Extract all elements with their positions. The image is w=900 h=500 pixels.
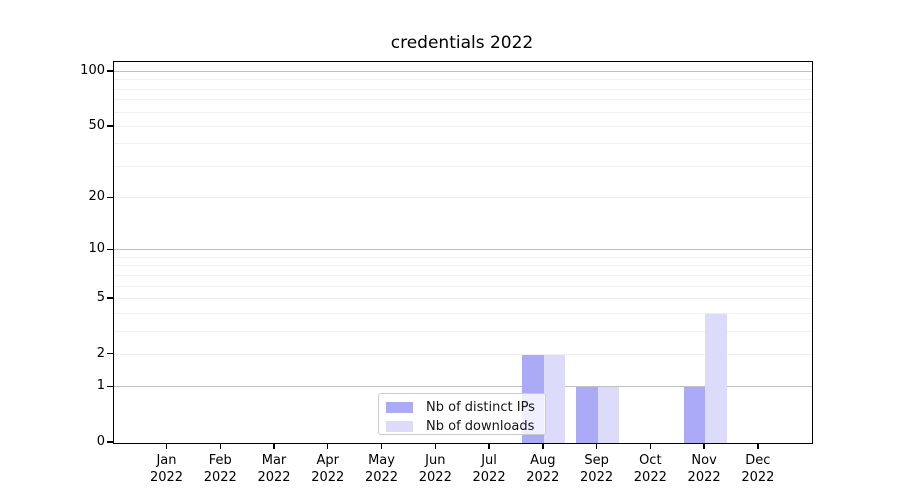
x-tick-label: Jan 2022 [149, 453, 184, 485]
y-tick-mark [107, 352, 113, 355]
y-tick-mark [107, 297, 113, 299]
y-tick-label: 2 [96, 345, 105, 361]
y-tick-mark [107, 248, 113, 250]
x-tick-label: Jul 2022 [472, 453, 506, 485]
gridline-minor [114, 297, 812, 299]
x-tick-mark [542, 443, 544, 449]
gridline-major [114, 71, 812, 72]
x-tick-label: Dec 2022 [741, 453, 775, 485]
gridline-minor [114, 88, 812, 90]
gridline-minor [114, 143, 812, 145]
gridline-minor [114, 111, 812, 113]
y-tick-mark [107, 125, 113, 127]
y-tick-mark [107, 196, 113, 198]
gridline-minor [114, 265, 812, 267]
y-tick-mark [107, 441, 113, 443]
x-tick-label: Nov 2022 [687, 453, 721, 485]
x-tick-label: Aug 2022 [526, 453, 560, 485]
x-tick-mark [488, 443, 490, 449]
gridline-minor [114, 165, 812, 167]
y-tick-label: 10 [88, 241, 105, 257]
bar-distinct-ips [683, 387, 706, 443]
chart-title: credentials 2022 [390, 33, 534, 53]
x-tick-mark [219, 443, 221, 449]
legend-item-downloads: Nb of downloads [386, 417, 545, 436]
legend-item-distinct-ips: Nb of distinct IPs [386, 398, 545, 417]
gridline-minor [114, 312, 812, 314]
x-tick-mark [165, 443, 168, 449]
x-tick-mark [703, 443, 705, 449]
x-tick-label: Mar 2022 [257, 453, 291, 485]
x-tick-label: Jun 2022 [418, 453, 452, 485]
y-tick-label: 100 [80, 63, 105, 78]
gridline-minor [114, 79, 812, 81]
y-tick-label: 50 [88, 117, 105, 133]
gridline-major [114, 386, 812, 388]
legend-label: Nb of downloads [426, 419, 535, 434]
y-tick-label: 20 [88, 189, 105, 205]
y-tick-label: 0 [96, 434, 105, 449]
y-tick-label: 1 [96, 378, 105, 394]
x-tick-label: May 2022 [364, 453, 399, 485]
bar-downloads [543, 354, 566, 443]
x-tick-mark [757, 443, 759, 449]
gridline-minor [114, 99, 812, 101]
bar-distinct-ips [576, 387, 598, 443]
x-tick-label: Sep 2022 [580, 453, 614, 485]
x-tick-mark [434, 443, 436, 449]
y-tick-mark [107, 70, 113, 72]
x-tick-label: Oct 2022 [633, 453, 667, 485]
y-tick-mark [107, 385, 113, 387]
gridline-minor [114, 285, 812, 287]
gridline-minor [114, 256, 812, 258]
bar-downloads [705, 313, 727, 443]
plot-area [113, 61, 813, 444]
legend-label: Nb of distinct IPs [426, 400, 535, 415]
gridline-minor [114, 125, 812, 127]
gridline-major [114, 249, 812, 251]
x-tick-mark [273, 443, 275, 449]
x-tick-label: Feb 2022 [203, 453, 237, 485]
x-tick-mark [380, 443, 383, 449]
x-tick-label: Apr 2022 [311, 453, 345, 485]
x-tick-mark [595, 443, 598, 449]
legend: Nb of distinct IPs Nb of downloads [378, 393, 546, 435]
y-tick-label: 5 [96, 289, 105, 305]
legend-swatch-downloads [386, 421, 413, 432]
bar-downloads [597, 387, 620, 443]
gridline-minor [114, 353, 812, 355]
gridline-minor [114, 330, 812, 332]
legend-swatch-distinct-ips [386, 402, 413, 413]
x-tick-mark [327, 443, 329, 449]
x-tick-mark [649, 443, 652, 449]
gridline-minor [114, 197, 812, 199]
gridline-minor [114, 274, 812, 276]
